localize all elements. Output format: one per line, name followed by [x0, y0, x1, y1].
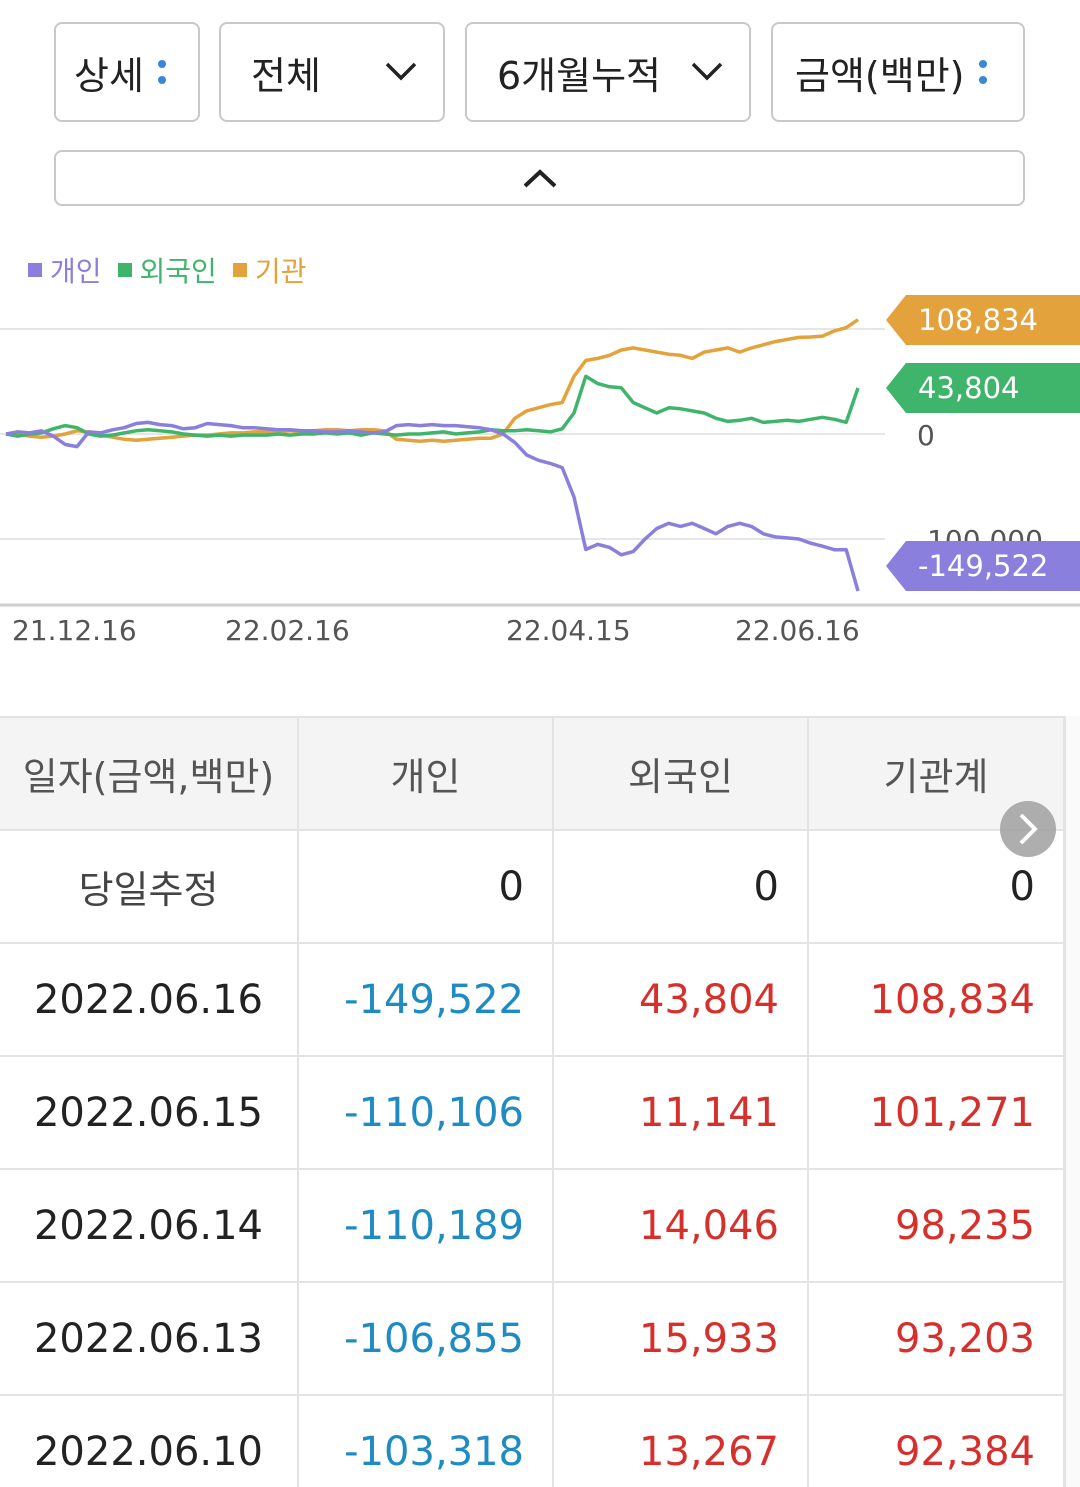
investor-table: 일자(금액,백만) 개인 외국인 기관계 당일추정 0 0 0 2022.06.… — [0, 716, 1080, 1487]
chart-legend: 개인 외국인 기관 — [28, 250, 306, 290]
row-institution: 101,271 — [807, 1055, 1065, 1170]
row-foreign: 13,267 — [552, 1394, 809, 1487]
end-value-label-institution: 108,834 — [918, 303, 1038, 337]
row-foreign: 11,141 — [552, 1055, 809, 1170]
row-date: 2022.06.13 — [0, 1281, 299, 1396]
row-foreign: 15,933 — [552, 1281, 809, 1396]
row-institution: 108,834 — [807, 942, 1065, 1057]
table-row: 2022.06.16 -149,522 43,804 108,834 — [0, 942, 1065, 1057]
period-select-label: 6개월누적 — [497, 53, 662, 98]
y-tick-label: 0 — [917, 419, 935, 452]
unit-select[interactable]: 금액(백만) — [771, 22, 1025, 122]
legend-swatch — [117, 263, 132, 277]
x-tick-label: 22.06.16 — [735, 614, 860, 647]
legend-swatch — [232, 263, 247, 277]
scope-select[interactable]: 전체 — [219, 22, 445, 122]
table-row: 2022.06.15 -110,106 11,141 101,271 — [0, 1055, 1065, 1170]
chevron-down-icon — [691, 62, 723, 81]
series-line-1 — [5, 374, 860, 438]
legend-swatch — [28, 263, 42, 277]
legend-label: 외국인 — [139, 255, 217, 288]
table-next-column-edge — [1064, 716, 1080, 1487]
chevron-right-icon — [1019, 813, 1038, 845]
header-individual: 개인 — [297, 716, 554, 831]
collapse-filters-button[interactable] — [54, 150, 1025, 206]
legend-foreign: 외국인 — [117, 250, 217, 290]
header-foreign: 외국인 — [552, 716, 809, 831]
end-value-badge-foreign — [886, 363, 1080, 413]
header-date: 일자(금액,백만) — [0, 716, 299, 831]
legend-label: 기관 — [254, 255, 307, 288]
x-tick-label: 22.04.15 — [506, 614, 631, 647]
scroll-right-button[interactable] — [1000, 801, 1056, 857]
row-institution: 93,203 — [807, 1281, 1065, 1396]
unit-select-label: 금액(백만) — [795, 53, 965, 98]
vertical-dots-icon — [978, 60, 987, 84]
row-date: 2022.06.14 — [0, 1168, 299, 1283]
row-institution: 92,384 — [807, 1394, 1065, 1487]
end-value-badge-institution — [886, 295, 1080, 345]
series-line-0 — [5, 420, 860, 592]
row-date: 2022.06.10 — [0, 1394, 299, 1487]
row-individual: -110,106 — [297, 1055, 554, 1170]
scope-select-label: 전체 — [251, 53, 321, 98]
legend-individual: 개인 — [28, 250, 102, 290]
table-row: 2022.06.13 -106,855 15,933 93,203 — [0, 1281, 1065, 1396]
vertical-dots-icon — [157, 60, 166, 84]
x-tick-label: 21.12.16 — [12, 614, 137, 647]
estimate-foreign: 0 — [552, 829, 809, 944]
series-line-2 — [6, 318, 859, 444]
chevron-down-icon — [385, 62, 417, 81]
row-foreign: 14,046 — [552, 1168, 809, 1283]
end-value-label-individual: -149,522 — [918, 549, 1048, 583]
row-individual: -103,318 — [297, 1394, 554, 1487]
estimate-label: 당일추정 — [0, 829, 299, 944]
legend-label: 개인 — [50, 255, 102, 288]
period-select[interactable]: 6개월누적 — [465, 22, 751, 122]
row-institution: 98,235 — [807, 1168, 1065, 1283]
estimate-row: 당일추정 0 0 0 — [0, 829, 1065, 944]
legend-institution: 기관 — [232, 250, 307, 290]
row-individual: -106,855 — [297, 1281, 554, 1396]
end-value-badge-individual — [886, 541, 1080, 591]
detail-select[interactable]: 상세 — [54, 22, 200, 122]
row-foreign: 43,804 — [552, 942, 809, 1057]
estimate-individual: 0 — [297, 829, 554, 944]
detail-select-label: 상세 — [74, 53, 144, 98]
table-row: 2022.06.14 -110,189 14,046 98,235 — [0, 1168, 1065, 1283]
row-date: 2022.06.15 — [0, 1055, 299, 1170]
row-date: 2022.06.16 — [0, 942, 299, 1057]
x-tick-label: 22.02.16 — [225, 614, 350, 647]
row-individual: -110,189 — [297, 1168, 554, 1283]
row-individual: -149,522 — [297, 942, 554, 1057]
table-row: 2022.06.10 -103,318 13,267 92,384 — [0, 1394, 1065, 1487]
chevron-up-icon — [523, 169, 556, 188]
end-value-label-foreign: 43,804 — [918, 371, 1019, 405]
